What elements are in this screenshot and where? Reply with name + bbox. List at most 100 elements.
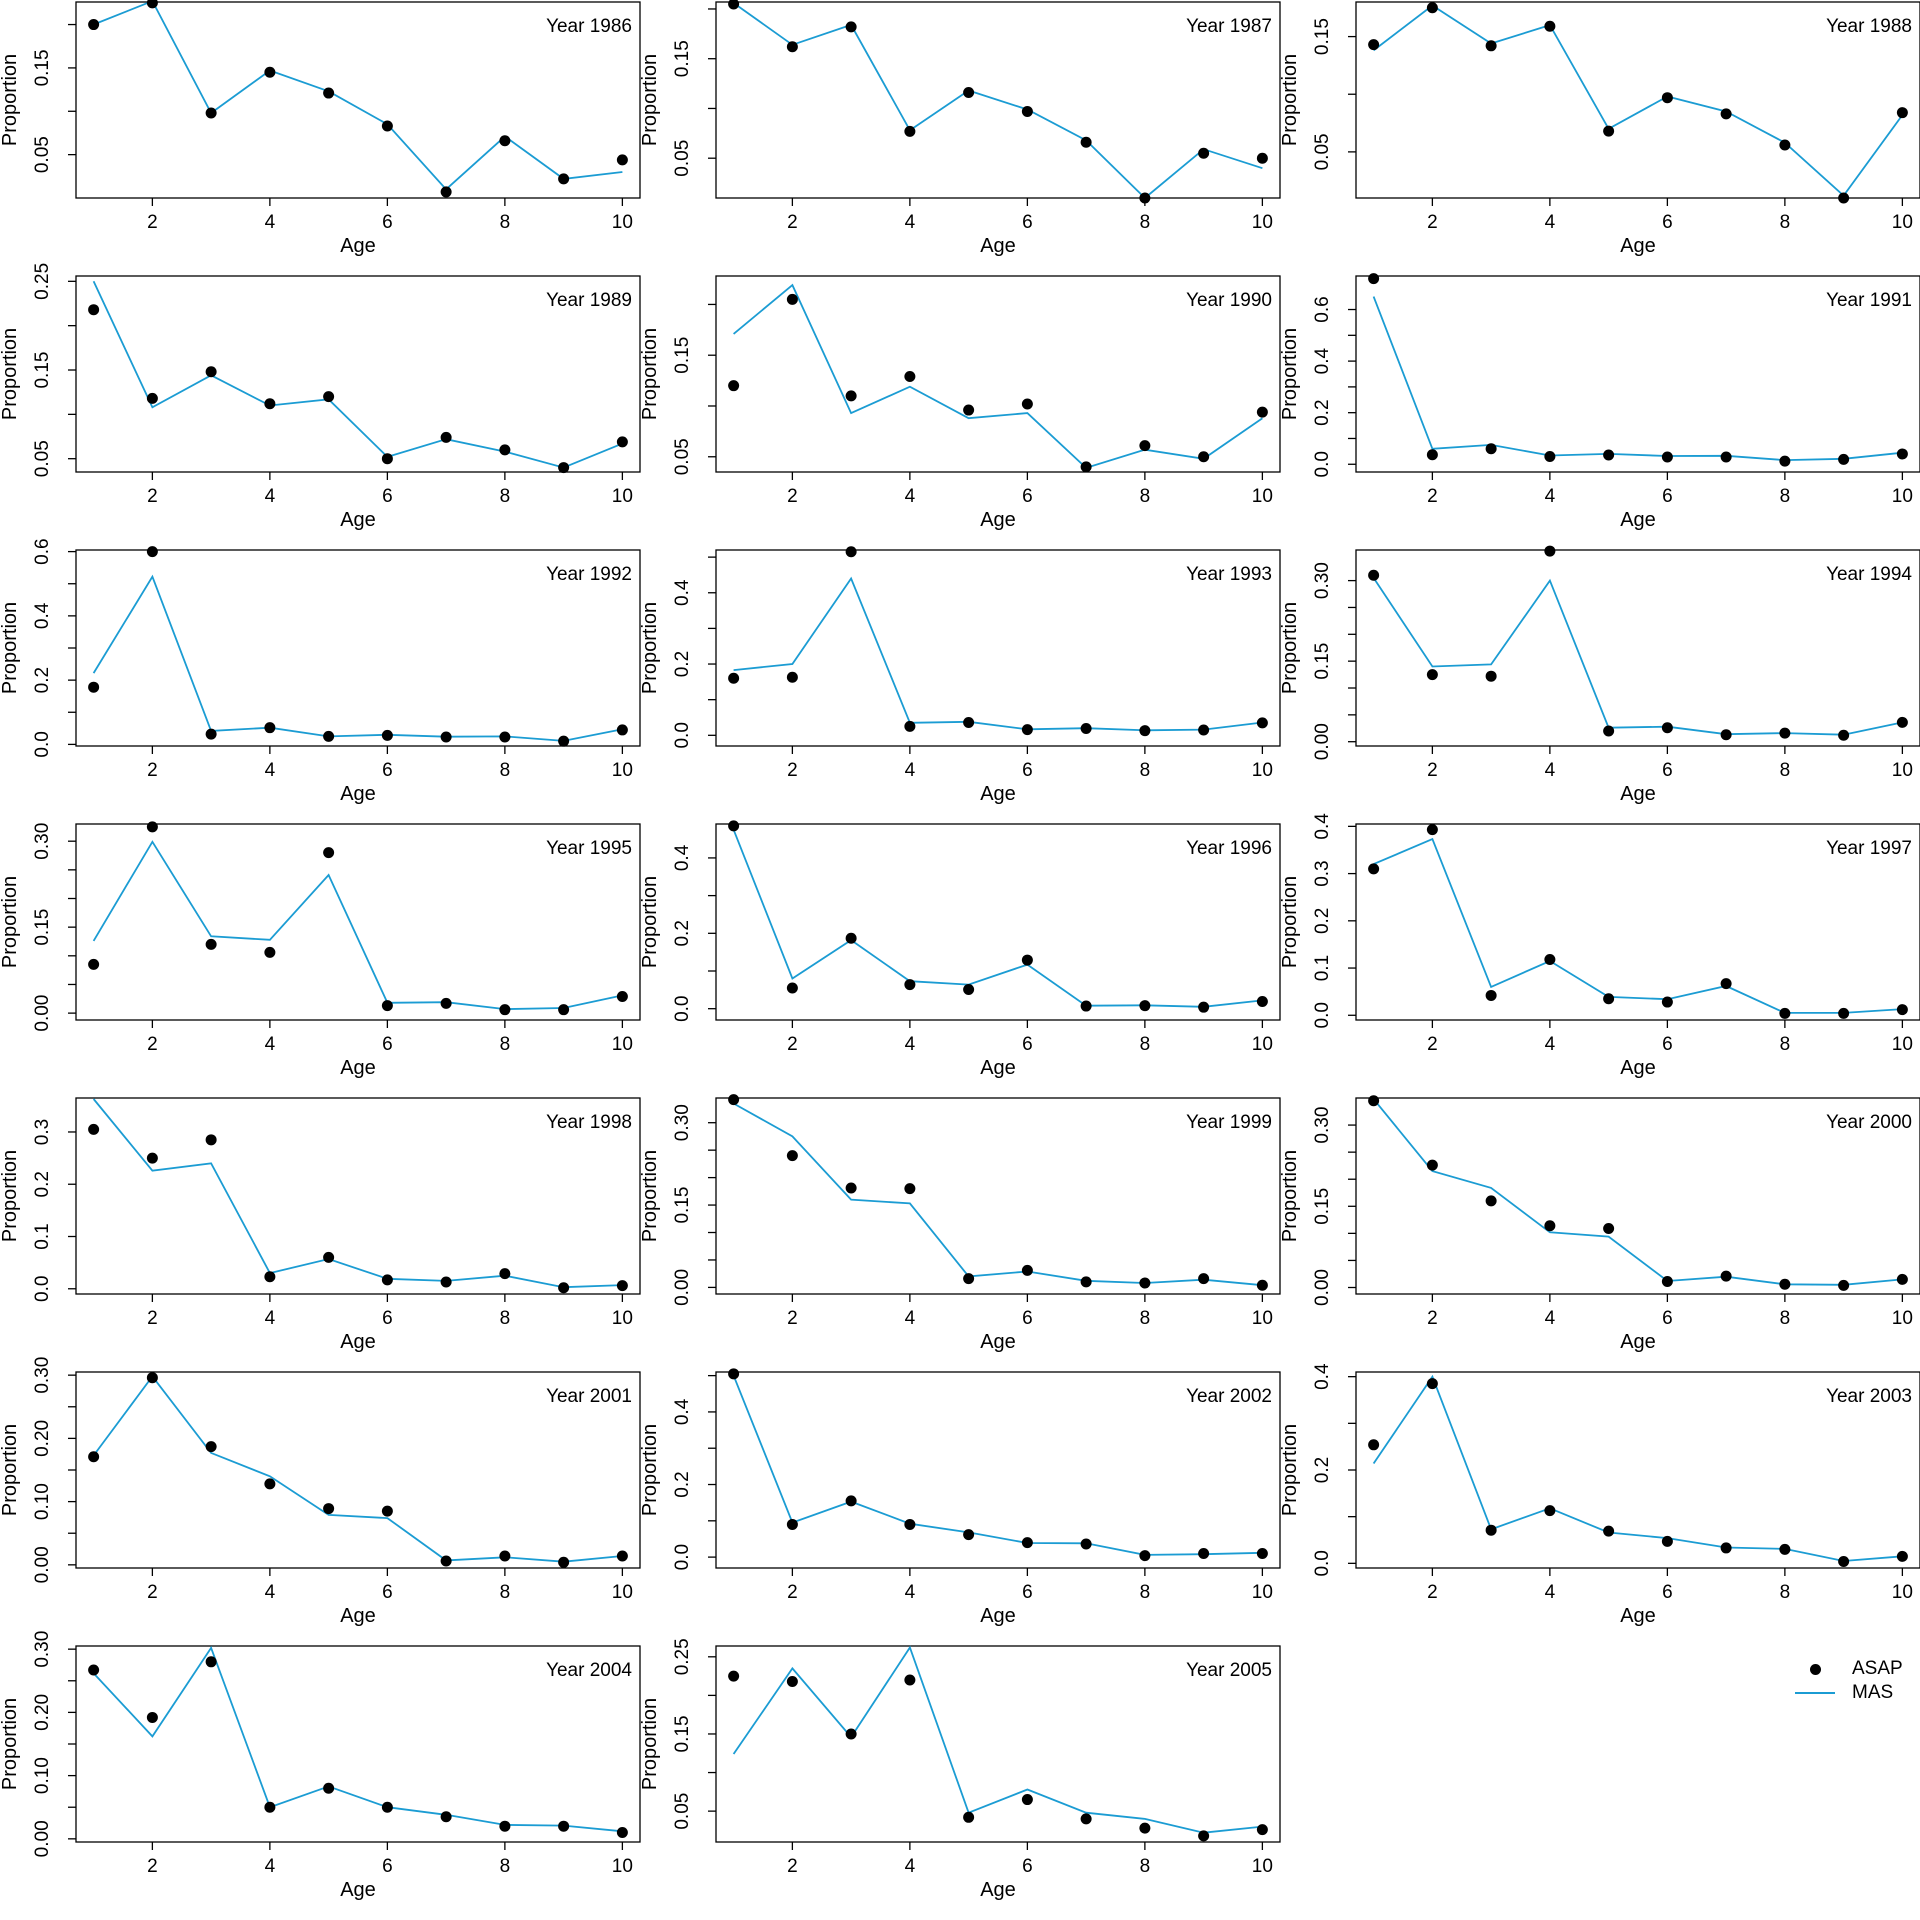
asap-point [1021, 724, 1033, 736]
panel-year-1988: 2 4 6 8 10 0.05 0.15 Age Proportion Year 1988 [1279, 1, 1920, 257]
x-tick-label: 2 [787, 1856, 798, 1877]
y-tick-label: 0.30 [32, 823, 53, 860]
y-tick-label: 0.3 [32, 1119, 53, 1145]
panel-title: Year 1997 [1826, 838, 1912, 859]
asap-point [1256, 717, 1268, 729]
x-tick-label: 6 [1022, 212, 1033, 233]
x-tick-label: 2 [147, 486, 158, 507]
y-tick-label: 0.4 [672, 1398, 693, 1425]
asap-point [323, 1251, 335, 1263]
x-tick-label: 6 [1022, 1856, 1033, 1877]
asap-point [1080, 723, 1092, 735]
y-tick-label: 0.10 [32, 1757, 53, 1794]
asap-point [1485, 443, 1497, 455]
asap-point [381, 120, 393, 132]
panel-year-2001: 2 4 6 8 10 0.00 0.10 0.20 0.30 Age Proportion Year … [0, 1357, 641, 1627]
x-tick-label: 6 [1022, 760, 1033, 781]
y-tick-label: 0.0 [672, 722, 693, 748]
x-tick-label: 2 [1427, 212, 1438, 233]
x-tick-label: 2 [1427, 1582, 1438, 1603]
x-tick-label: 6 [382, 1034, 393, 1055]
x-tick-label: 6 [1662, 212, 1673, 233]
asap-point [1544, 20, 1556, 32]
x-tick-label: 2 [147, 1308, 158, 1329]
x-axis-title: Age [340, 1331, 376, 1353]
asap-point [1720, 451, 1732, 463]
asap-point [146, 1152, 158, 1164]
asap-point [786, 1150, 798, 1162]
asap-point [558, 462, 570, 474]
asap-point [146, 1372, 158, 1384]
y-tick-label: 0.15 [32, 49, 53, 86]
y-tick-label: 0.00 [1312, 1269, 1333, 1306]
asap-point [146, 392, 158, 404]
asap-point [963, 1529, 975, 1541]
panel-title: Year 1986 [546, 16, 632, 37]
x-tick-label: 10 [1892, 212, 1913, 233]
asap-point [1368, 863, 1380, 875]
y-axis-title: Proportion [639, 1698, 661, 1790]
plot-frame [75, 1097, 641, 1295]
x-tick-label: 6 [382, 486, 393, 507]
y-tick-label: 0.1 [32, 1223, 53, 1249]
x-tick-label: 4 [1545, 1034, 1556, 1055]
x-tick-label: 2 [1427, 1034, 1438, 1055]
x-tick-label: 8 [1780, 1582, 1791, 1603]
asap-point [1544, 451, 1556, 463]
y-tick-label: 0.20 [32, 1694, 53, 1731]
asap-point [146, 1711, 158, 1723]
panel-title: Year 2005 [1186, 1660, 1272, 1681]
x-tick-label: 8 [1140, 212, 1151, 233]
asap-point [786, 41, 798, 53]
y-tick-label: 0.4 [1312, 1363, 1333, 1390]
asap-point [440, 1811, 452, 1823]
asap-point [963, 87, 975, 99]
asap-point [205, 728, 217, 740]
x-tick-label: 4 [905, 1856, 916, 1877]
y-axis-title: Proportion [0, 1424, 21, 1516]
mas-line [733, 2, 1263, 200]
x-tick-label: 6 [382, 760, 393, 781]
asap-point [845, 932, 857, 944]
mas-line [1372, 577, 1903, 736]
asap-point [1368, 273, 1380, 285]
asap-point [323, 1782, 335, 1794]
asap-point [323, 730, 335, 742]
asap-point [1368, 1095, 1380, 1107]
x-tick-label: 4 [265, 1034, 276, 1055]
asap-point [1198, 724, 1210, 736]
y-tick-label: 0.30 [1312, 562, 1333, 599]
asap-point [264, 398, 276, 410]
asap-point [1256, 1824, 1268, 1836]
asap-point [1896, 1004, 1908, 1016]
mas-line [92, 840, 623, 1011]
x-tick-label: 8 [1140, 1308, 1151, 1329]
asap-point [728, 1094, 740, 1106]
panel-title: Year 1993 [1186, 564, 1272, 585]
x-tick-label: 8 [500, 212, 511, 233]
asap-point [499, 135, 511, 147]
y-tick-label: 0.05 [672, 1793, 693, 1830]
x-tick-label: 6 [382, 212, 393, 233]
asap-point [963, 716, 975, 728]
asap-point [381, 729, 393, 741]
asap-point [381, 1801, 393, 1813]
y-tick-label: 0.00 [32, 1820, 53, 1857]
asap-point [264, 1478, 276, 1490]
asap-point [728, 0, 740, 10]
x-tick-label: 4 [265, 760, 276, 781]
asap-point [1426, 669, 1438, 681]
asap-point [904, 1518, 916, 1530]
legend-mas-line [1795, 1692, 1835, 1694]
y-tick-label: 0.15 [1312, 1188, 1333, 1225]
asap-point [728, 672, 740, 684]
asap-point [1080, 136, 1092, 148]
x-axis-title: Age [1620, 509, 1656, 531]
y-tick-label: 0.6 [32, 538, 53, 564]
y-tick-label: 0.0 [1312, 1550, 1333, 1576]
y-axis-title: Proportion [0, 876, 21, 968]
y-tick-label: 0.2 [32, 667, 53, 693]
asap-point [1720, 1270, 1732, 1282]
x-tick-label: 4 [905, 1308, 916, 1329]
asap-point [1080, 461, 1092, 473]
